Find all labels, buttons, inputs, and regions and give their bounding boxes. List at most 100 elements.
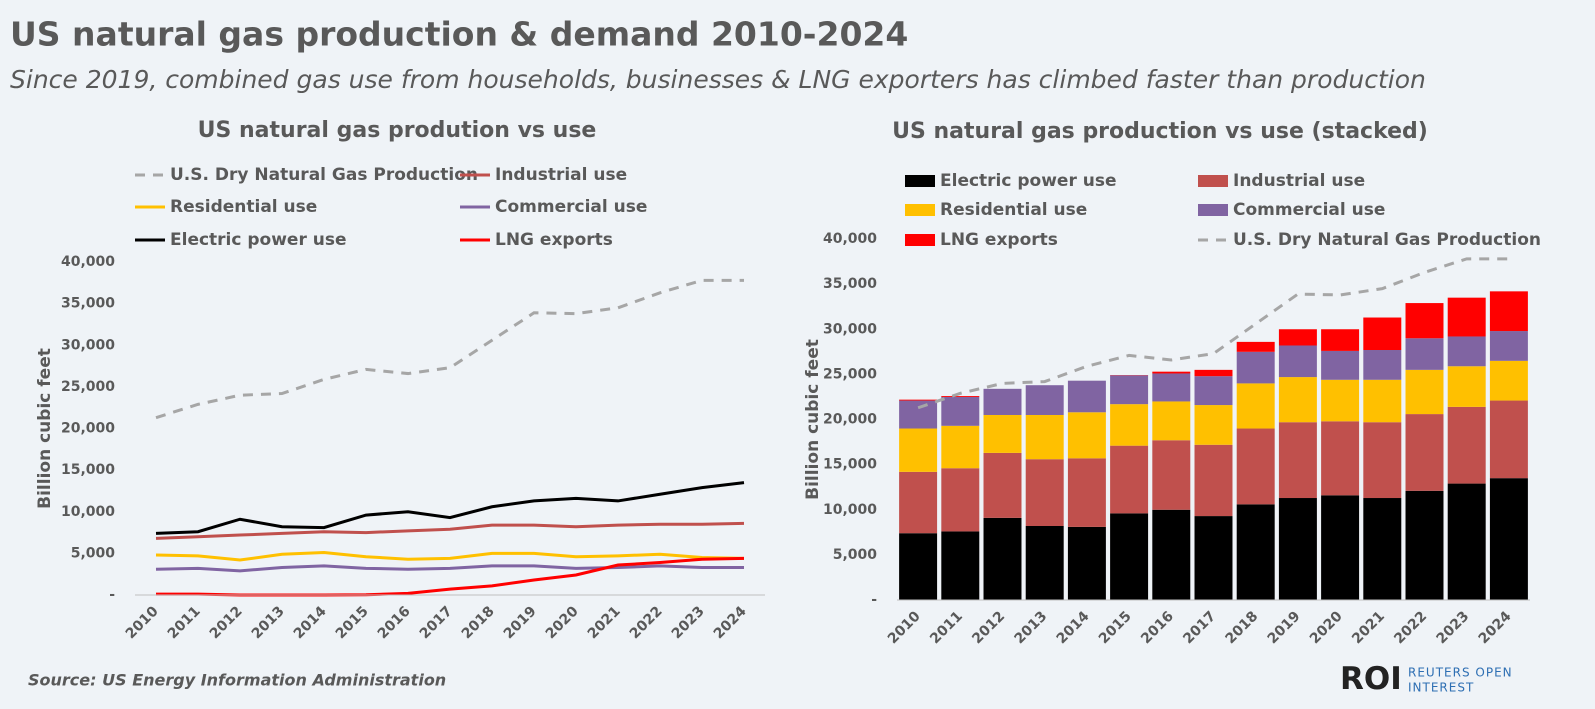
legend-label: Industrial use <box>1233 171 1365 191</box>
x-tick-label: 2011 <box>927 608 966 647</box>
bar-segment <box>1448 366 1486 407</box>
y-tick-label: 30,000 <box>61 337 115 353</box>
y-tick-label: 25,000 <box>823 366 877 382</box>
bar-segment <box>1279 377 1317 422</box>
bar-segment <box>1237 429 1275 505</box>
bar-segment <box>1195 370 1233 376</box>
legend-label: U.S. Dry Natural Gas Production <box>1233 230 1541 250</box>
x-tick-label: 2014 <box>1054 608 1093 647</box>
legend-label: U.S. Dry Natural Gas Production <box>170 165 478 185</box>
bar-segment <box>1279 422 1317 498</box>
legend-swatch <box>905 234 935 246</box>
x-tick-label: 2020 <box>1307 608 1346 647</box>
bar-segment <box>1237 352 1275 384</box>
x-tick-label: 2018 <box>1222 608 1261 647</box>
bar-segment <box>1195 376 1233 405</box>
bar-segment <box>1448 336 1486 366</box>
bar-segment <box>1406 370 1444 414</box>
series-line <box>156 553 744 560</box>
x-tick-label: 2021 <box>1349 608 1388 647</box>
bar-segment <box>1026 526 1064 600</box>
x-tick-label: 2023 <box>669 603 708 642</box>
source: Source: US Energy Information Administra… <box>28 671 446 690</box>
bar-segment <box>899 533 937 600</box>
bar-segment <box>1321 380 1359 422</box>
y-tick-label: 20,000 <box>823 412 877 428</box>
x-tick-label: 2013 <box>1011 608 1050 647</box>
bar-segment <box>984 389 1022 415</box>
page-title: US natural gas production & demand 2010-… <box>10 15 908 54</box>
bar-segment <box>1152 372 1190 374</box>
bar-segment <box>1110 446 1148 514</box>
y-tick-label: 35,000 <box>61 296 115 312</box>
bar-segment <box>1279 345 1317 377</box>
bar-segment <box>1110 375 1148 404</box>
y-tick-label: 15,000 <box>61 462 115 478</box>
logo-text: REUTERS OPEN <box>1408 666 1513 680</box>
legend-label: Residential use <box>940 200 1087 220</box>
bar-segment <box>1321 421 1359 495</box>
x-tick-label: 2017 <box>417 603 456 642</box>
bar-segment <box>1195 445 1233 516</box>
x-tick-label: 2011 <box>165 603 204 642</box>
y-axis-label: Billion cubic feet <box>35 348 55 509</box>
legend-label: Commercial use <box>1233 200 1385 220</box>
bar-segment <box>1321 351 1359 380</box>
bar-segment <box>1406 303 1444 338</box>
bar-segment <box>1406 491 1444 600</box>
y-tick-label: - <box>109 587 115 603</box>
bar-segment <box>899 472 937 533</box>
x-tick-label: 2022 <box>1391 608 1430 647</box>
x-tick-label: 2012 <box>969 608 1008 647</box>
x-tick-label: 2015 <box>1096 608 1135 647</box>
bar-segment <box>1363 380 1401 422</box>
bar-segment <box>1490 478 1528 600</box>
x-tick-label: 2020 <box>543 603 582 642</box>
bar-segment <box>899 429 937 472</box>
bar-segment <box>941 396 979 397</box>
x-tick-label: 2024 <box>1476 608 1515 647</box>
legend-label: Commercial use <box>495 197 647 217</box>
series-line <box>156 566 744 571</box>
y-tick-label: 5,000 <box>833 547 878 563</box>
chart-title: US natural gas production vs use (stacke… <box>892 119 1428 144</box>
bar-segment <box>1448 407 1486 484</box>
page-subtitle: Since 2019, combined gas use from househ… <box>10 65 1426 94</box>
y-axis-label: Billion cubic feet <box>803 339 823 500</box>
bar-segment <box>1068 412 1106 458</box>
x-tick-label: 2022 <box>627 603 666 642</box>
bar-segment <box>1068 458 1106 527</box>
bar-segment <box>1152 373 1190 401</box>
y-tick-label: 35,000 <box>823 276 877 292</box>
x-tick-label: 2013 <box>249 603 288 642</box>
x-tick-label: 2012 <box>207 603 246 642</box>
bar-segment <box>1026 415 1064 459</box>
bar-segment <box>899 400 937 401</box>
x-tick-label: 2016 <box>1138 608 1177 647</box>
chart-title: US natural gas prodution vs use <box>198 118 597 143</box>
legend-label: Residential use <box>170 197 317 217</box>
bar-segment <box>1068 381 1106 413</box>
bar-segment <box>1237 504 1275 600</box>
bar-segment <box>1026 385 1064 415</box>
x-tick-label: 2015 <box>333 603 372 642</box>
x-tick-label: 2014 <box>291 603 330 642</box>
x-tick-label: 2016 <box>375 603 414 642</box>
legend-swatch <box>1198 204 1228 216</box>
y-tick-label: - <box>871 592 877 608</box>
bar-segment <box>984 415 1022 453</box>
bar-segment <box>1406 414 1444 491</box>
x-tick-label: 2024 <box>711 603 750 642</box>
y-tick-label: 15,000 <box>823 457 877 473</box>
series-line <box>156 558 744 595</box>
legend-label: Industrial use <box>495 165 627 185</box>
bar-segment <box>1490 331 1528 361</box>
bar-segment <box>899 401 937 429</box>
bar-segment <box>1448 298 1486 337</box>
legend-label: LNG exports <box>495 230 613 250</box>
bar-segment <box>984 453 1022 518</box>
bar-segment <box>1321 329 1359 351</box>
bar-segment <box>1448 484 1486 600</box>
bar-segment <box>1152 401 1190 440</box>
bar-segment <box>1279 498 1317 600</box>
